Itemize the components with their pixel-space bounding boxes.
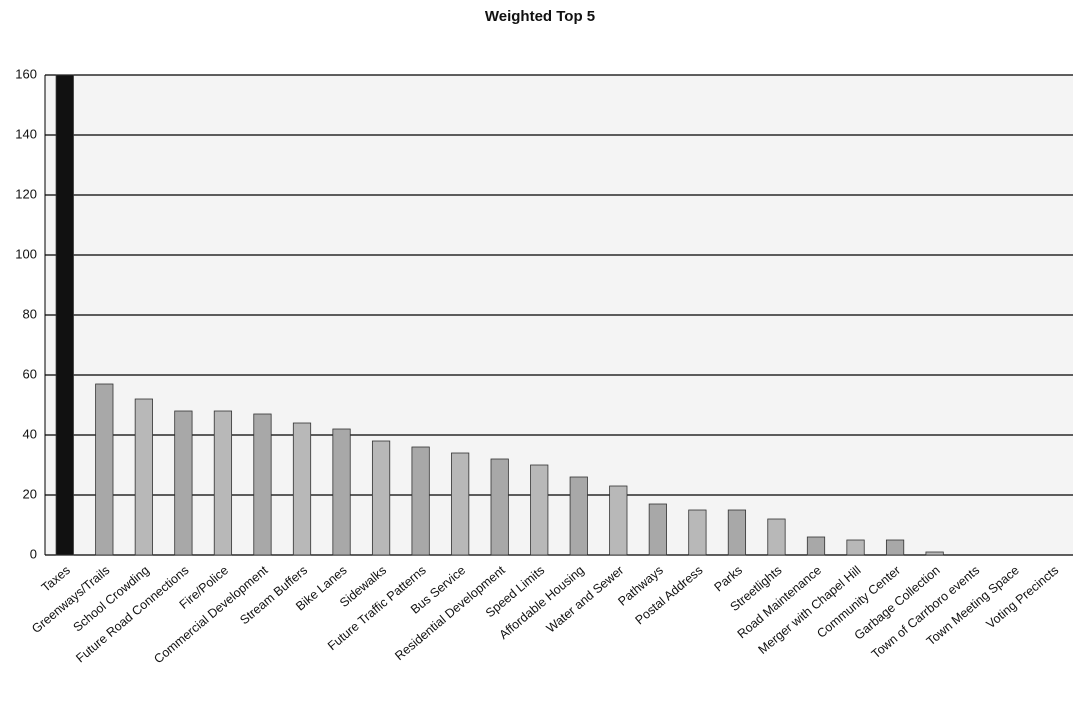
bar	[885, 539, 905, 556]
bar	[134, 398, 153, 556]
bar	[332, 428, 351, 556]
bar	[253, 413, 272, 556]
y-tick-label: 0	[30, 546, 37, 561]
bar	[727, 509, 747, 556]
bar	[609, 485, 628, 556]
bar	[213, 410, 233, 556]
bar	[174, 410, 193, 556]
bar	[806, 536, 826, 556]
bar	[490, 458, 509, 556]
y-tick-label: 160	[15, 66, 37, 81]
bar	[371, 440, 391, 556]
y-tick-label: 40	[23, 426, 37, 441]
y-tick-label: 80	[23, 306, 37, 321]
bar	[411, 446, 430, 556]
x-tick-label: Parks	[711, 563, 744, 594]
bar	[292, 422, 312, 556]
bar	[846, 539, 865, 556]
bar	[767, 518, 786, 556]
y-tick-label: 120	[15, 186, 37, 201]
x-tick-label: Postal Address	[633, 563, 706, 627]
chart-title: Weighted Top 5	[485, 8, 595, 25]
y-tick-label: 60	[23, 366, 37, 381]
y-tick-label: 100	[15, 246, 37, 261]
bar	[925, 551, 944, 556]
bar	[688, 509, 707, 556]
bar	[451, 452, 470, 556]
bar	[569, 476, 588, 556]
x-tick-label: Taxes	[39, 563, 73, 595]
y-tick-label: 140	[15, 126, 37, 141]
bar	[55, 74, 74, 556]
bar	[648, 503, 667, 556]
x-tick-label: Stream Buffers	[237, 563, 310, 627]
bar	[530, 464, 549, 556]
y-tick-label: 20	[23, 486, 37, 501]
bar	[95, 383, 114, 556]
x-tick-label: Voting Precincts	[984, 563, 1062, 631]
